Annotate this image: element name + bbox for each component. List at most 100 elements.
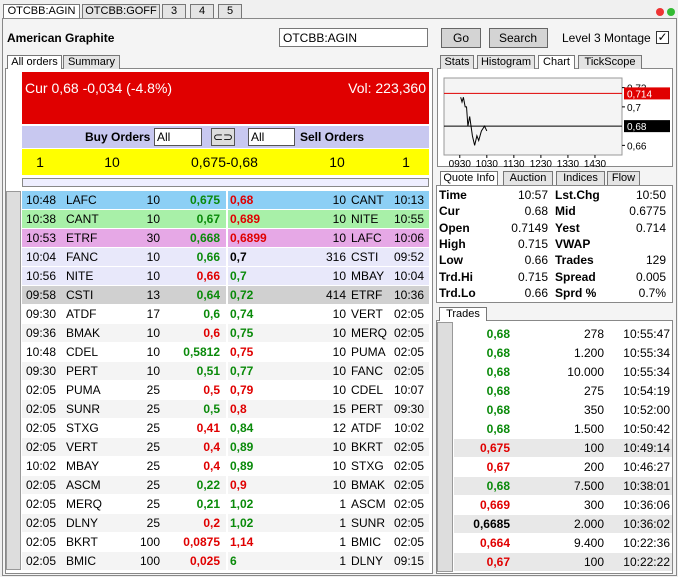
panel-tab[interactable]: Auction: [503, 171, 553, 185]
trade-price: 0,68: [487, 383, 510, 399]
ask-size: 10: [333, 268, 346, 284]
ask-price: 1,14: [230, 534, 253, 550]
bid-time: 09:30: [26, 363, 56, 379]
ask-mm: VERT: [351, 306, 383, 322]
trade-time: 10:55:47: [623, 326, 670, 342]
bid-price: 0,67: [197, 211, 220, 227]
symbol-tab[interactable]: OTCBB:GOFF: [82, 4, 160, 18]
bid-mm: ATDF: [66, 306, 96, 322]
ask-size: 12: [333, 420, 346, 436]
bid-size: 100: [140, 553, 160, 569]
ask-time: 10:55: [394, 211, 424, 227]
ask-time: 02:05: [394, 363, 424, 379]
panel-tab[interactable]: Flow: [607, 171, 640, 185]
link-icon[interactable]: ⊂⊃: [211, 128, 235, 146]
bid-size: 10: [147, 325, 160, 341]
bid-size: 25: [147, 401, 160, 417]
trade-time: 10:49:14: [623, 440, 670, 456]
bid-mm: ETRF: [66, 230, 97, 246]
ask-time: 02:05: [394, 515, 424, 531]
scrollbar[interactable]: [6, 191, 21, 570]
panel-tab[interactable]: All orders: [7, 55, 62, 69]
ask-price: 0,68: [230, 192, 253, 208]
ask-time: 09:30: [394, 401, 424, 417]
buy-select-value[interactable]: All: [157, 129, 170, 145]
bid-price: 0,41: [197, 420, 220, 436]
trade-price: 0,67: [487, 459, 510, 475]
bid-time: 10:53: [26, 230, 56, 246]
quote-label: Mid: [555, 203, 576, 219]
panel-tab[interactable]: Summary: [63, 55, 120, 69]
bid-time: 02:05: [26, 553, 56, 569]
ask-size: 10: [333, 439, 346, 455]
ask-time: 10:06: [394, 230, 424, 246]
trade-price: 0,675: [480, 440, 510, 456]
best-quote: 10: [52, 154, 172, 170]
bid-mm: DLNY: [66, 515, 98, 531]
ask-price: 0,9: [230, 477, 247, 493]
trade-size: 300: [584, 497, 604, 513]
trade-price: 0,68: [487, 364, 510, 380]
ask-time: 10:13: [394, 192, 424, 208]
ask-size: 10: [333, 325, 346, 341]
bid-price: 0,025: [190, 553, 220, 569]
symbol-tab[interactable]: OTCBB:AGIN: [3, 4, 80, 18]
current-quote: Cur 0,68 -0,034 (-4.8%): [25, 80, 172, 96]
bid-size: 25: [147, 439, 160, 455]
ask-time: 02:05: [394, 534, 424, 550]
panel-tab[interactable]: Trades: [439, 307, 487, 321]
montage-checkbox[interactable]: ✓: [656, 31, 669, 44]
quote-value: 10:50: [636, 187, 666, 203]
panel-tab[interactable]: TickScope: [578, 55, 642, 69]
ask-time: 10:02: [394, 420, 424, 436]
trade-price: 0,664: [480, 535, 510, 551]
volume: Vol: 223,360: [348, 80, 426, 96]
ask-mm: CSTI: [351, 249, 378, 265]
quote-value: 0.715: [518, 236, 548, 252]
panel-tab[interactable]: Indices: [556, 171, 605, 185]
bid-price: 0,6: [203, 306, 220, 322]
bid-size: 10: [147, 344, 160, 360]
panel-tab[interactable]: Stats: [440, 55, 474, 69]
bid-size: 25: [147, 496, 160, 512]
trade-size: 100: [584, 554, 604, 570]
sell-select-value[interactable]: All: [251, 129, 264, 145]
panel-tab[interactable]: Quote Info: [440, 171, 498, 185]
bid-size: 10: [147, 363, 160, 379]
panel-tab[interactable]: Chart: [538, 55, 575, 69]
bid-mm: MERQ: [66, 496, 102, 512]
trade-time: 10:54:19: [623, 383, 670, 399]
panel-tab[interactable]: Histogram: [477, 55, 535, 69]
trade-size: 10.000: [567, 364, 604, 380]
ask-size: 10: [333, 363, 346, 379]
bid-mm: NITE: [66, 268, 93, 284]
trade-size: 1.500: [574, 421, 604, 437]
trade-time: 10:36:02: [623, 516, 670, 532]
ask-mm: BKRT: [351, 439, 383, 455]
search-label[interactable]: Search: [458, 30, 578, 46]
symbol-tab[interactable]: 3: [162, 4, 186, 18]
trade-time: 10:22:36: [623, 535, 670, 551]
symbol-tab[interactable]: 5: [218, 4, 242, 18]
bid-size: 10: [147, 192, 160, 208]
trade-time: 10:55:34: [623, 345, 670, 361]
ask-price: 0,75: [230, 344, 253, 360]
ask-price: 0,84: [230, 420, 253, 436]
ask-price: 1,02: [230, 496, 253, 512]
quote-label: Sprd %: [555, 285, 596, 301]
bid-mm: BMAK: [66, 325, 100, 341]
symbol-tab[interactable]: 4: [190, 4, 214, 18]
symbol-name: American Graphite: [7, 30, 114, 46]
bid-mm: ASCM: [66, 477, 101, 493]
ask-mm: PUMA: [351, 344, 386, 360]
scrollbar[interactable]: [437, 322, 453, 572]
buy-orders-label: Buy Orders: [85, 129, 150, 145]
quote-label: Trades: [555, 252, 594, 268]
ask-size: 10: [333, 458, 346, 474]
ask-mm: ASCM: [351, 496, 386, 512]
bid-price: 0,66: [197, 249, 220, 265]
ask-size: 10: [333, 344, 346, 360]
quote-value: 0.7%: [639, 285, 666, 301]
ask-price: 0,77: [230, 363, 253, 379]
bid-time: 10:38: [26, 211, 56, 227]
